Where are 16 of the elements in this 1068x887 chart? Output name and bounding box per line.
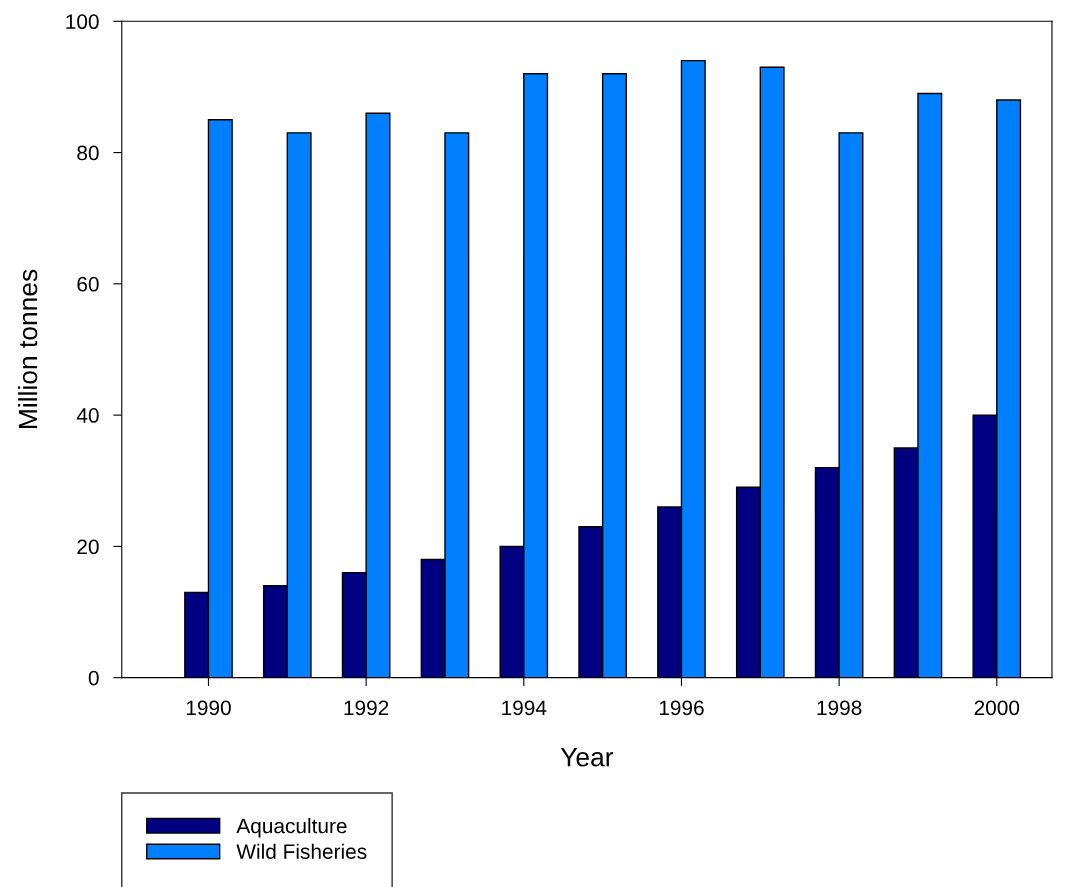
y-tick-label: 100 (66, 14, 99, 30)
x-tick-label: 1992 (344, 700, 389, 716)
legend-label: Wild Fisheries (236, 843, 367, 859)
y-tick-label: 80 (77, 145, 99, 161)
y-tick-label: 40 (76, 408, 99, 423)
x-axis-title: Year (560, 748, 614, 767)
x-tick-label: 1994 (502, 700, 547, 716)
x-tick-label: 1990 (186, 700, 231, 716)
legend-label: Aquaculture (236, 818, 347, 838)
y-tick-label: 0 (88, 670, 99, 686)
x-tick-label: 2000 (974, 700, 1020, 716)
x-tick-label: 1998 (817, 700, 862, 716)
x-tick-label: 1996 (659, 700, 704, 716)
y-tick-label: 60 (77, 276, 99, 292)
y-axis-title: Million tonnes (17, 269, 38, 428)
y-tick-label: 20 (77, 539, 99, 555)
